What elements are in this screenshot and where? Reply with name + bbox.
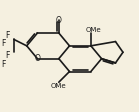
Text: F: F [5, 31, 10, 40]
Text: F: F [5, 51, 10, 60]
Text: F: F [1, 39, 5, 48]
Text: OMe: OMe [85, 27, 101, 33]
Text: O: O [56, 16, 62, 25]
Text: O: O [34, 54, 40, 63]
Text: F: F [1, 59, 5, 69]
Text: OMe: OMe [51, 83, 67, 89]
